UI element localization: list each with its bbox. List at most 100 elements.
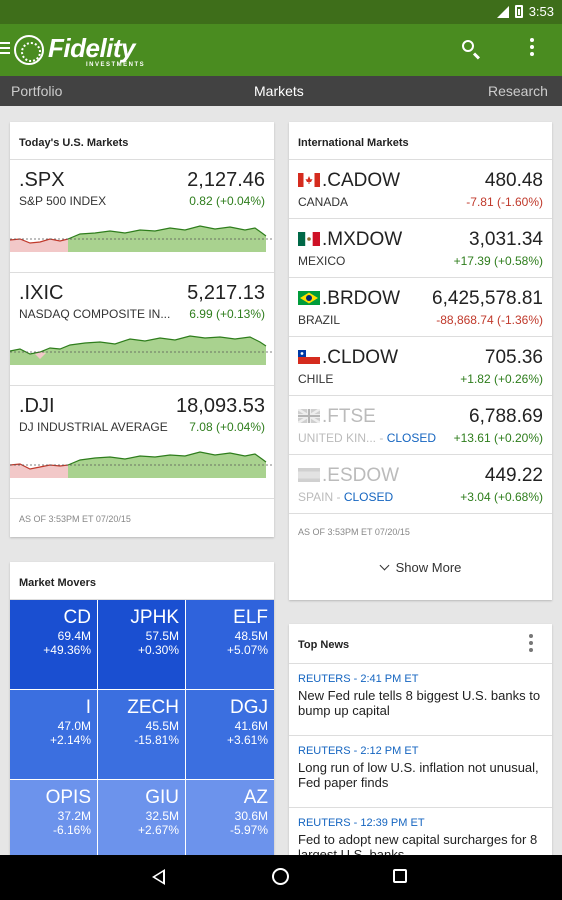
index-symbol: .CADOW bbox=[322, 170, 401, 191]
mexico-flag-icon bbox=[298, 232, 320, 246]
news-source: REUTERS - 2:41 PM ET bbox=[298, 673, 419, 685]
news-headline: Long run of low U.S. inflation not unusu… bbox=[298, 760, 539, 790]
mover-ticker: CD bbox=[63, 607, 91, 628]
mover-volume: 32.5M bbox=[145, 809, 179, 823]
back-icon[interactable] bbox=[152, 869, 165, 885]
us-market-row-dji[interactable]: .DJI 18,093.53 DJ INDUSTRIAL AVERAGE 7.0… bbox=[10, 386, 274, 499]
mover-change: +0.30% bbox=[137, 643, 179, 657]
index-price: 705.36 bbox=[484, 347, 543, 368]
sparkline-chart bbox=[10, 225, 274, 252]
mover-change: -5.97% bbox=[229, 823, 268, 837]
news-item[interactable]: REUTERS - 2:41 PM ET New Fed rule tells … bbox=[289, 664, 552, 736]
mover-tile[interactable]: ELF 48.5M +5.07% bbox=[186, 600, 274, 689]
top-news-card: Top News REUTERS - 2:41 PM ET New Fed ru… bbox=[289, 624, 552, 855]
mover-volume: 69.4M bbox=[57, 629, 91, 643]
status-bar: 3:53 bbox=[0, 0, 562, 24]
index-country: MEXICO bbox=[298, 254, 346, 268]
index-change: +3.04 (+0.68%) bbox=[460, 490, 543, 504]
mover-tile[interactable]: CD 69.4M +49.36% bbox=[10, 600, 97, 689]
tab-markets[interactable]: Markets bbox=[254, 83, 304, 99]
mover-change: -6.16% bbox=[52, 823, 91, 837]
us-market-row-spx[interactable]: .SPX 2,127.46 S&P 500 INDEX 0.82 (+0.04%… bbox=[10, 160, 274, 273]
mover-tile[interactable]: JPHK 57.5M +0.30% bbox=[98, 600, 185, 689]
spain-flag-icon bbox=[298, 468, 320, 482]
index-name: S&P 500 INDEX bbox=[19, 194, 107, 208]
intl-market-row-ftse[interactable]: .FTSE 6,788.69 UNITED KIN... - CLOSED +1… bbox=[289, 396, 552, 455]
mover-tile[interactable]: AZ 30.6M -5.97% bbox=[186, 780, 274, 855]
mover-tile[interactable]: I 47.0M +2.14% bbox=[10, 690, 97, 779]
us-markets-timestamp: AS OF 3:53PM ET 07/20/15 bbox=[19, 514, 131, 524]
index-price: 480.48 bbox=[484, 170, 543, 191]
index-symbol: .SPX bbox=[19, 169, 65, 191]
mover-ticker: AZ bbox=[243, 787, 268, 808]
index-country: BRAZIL bbox=[298, 313, 341, 327]
brazil-flag-icon bbox=[298, 291, 320, 305]
index-price: 6,788.69 bbox=[469, 406, 543, 427]
index-country: CHILE bbox=[298, 372, 334, 386]
tab-research[interactable]: Research bbox=[488, 83, 548, 99]
canada-flag-icon bbox=[298, 173, 320, 187]
news-item[interactable]: REUTERS - 12:39 PM ET Fed to adopt new c… bbox=[289, 808, 552, 855]
news-overflow-menu-icon[interactable] bbox=[528, 634, 534, 656]
intl-market-row-mxdow[interactable]: .MXDOW 3,031.34 MEXICO +17.39 (+0.58%) bbox=[289, 219, 552, 278]
market-closed-label: CLOSED bbox=[386, 431, 437, 445]
index-change: 7.08 (+0.04%) bbox=[189, 420, 265, 434]
show-more-button[interactable]: Show More bbox=[289, 560, 552, 575]
search-icon[interactable] bbox=[460, 38, 484, 62]
intl-market-row-cadow[interactable]: .CADOW 480.48 CANADA -7.81 (-1.60%) bbox=[289, 160, 552, 219]
sparkline-chart bbox=[10, 451, 274, 478]
tab-bar: Portfolio Markets Research bbox=[0, 76, 562, 106]
app-bar: Fidelity INVESTMENTS bbox=[0, 24, 562, 76]
index-change: +17.39 (+0.58%) bbox=[453, 254, 543, 268]
recent-apps-icon[interactable] bbox=[393, 869, 407, 883]
mover-tile[interactable]: OPIS 37.2M -6.16% bbox=[10, 780, 97, 855]
mover-change: -15.81% bbox=[134, 733, 179, 747]
index-change: 0.82 (+0.04%) bbox=[189, 194, 265, 208]
news-source: REUTERS - 12:39 PM ET bbox=[298, 817, 425, 829]
tab-portfolio[interactable]: Portfolio bbox=[11, 83, 63, 99]
intl-markets-title: International Markets bbox=[289, 122, 552, 160]
news-headline: New Fed rule tells 8 biggest U.S. banks … bbox=[298, 688, 541, 718]
separator: - bbox=[336, 490, 344, 504]
index-symbol: .FTSE bbox=[322, 406, 376, 427]
news-item[interactable]: REUTERS - 2:12 PM ET Long run of low U.S… bbox=[289, 736, 552, 808]
mover-tile[interactable]: ZECH 45.5M -15.81% bbox=[98, 690, 185, 779]
index-symbol: .DJI bbox=[19, 395, 55, 417]
index-change: -88,868.74 (-1.36%) bbox=[436, 313, 543, 327]
mover-ticker: DGJ bbox=[230, 697, 268, 718]
intl-market-row-brdow[interactable]: .BRDOW 6,425,578.81 BRAZIL -88,868.74 (-… bbox=[289, 278, 552, 337]
chile-flag-icon bbox=[298, 350, 320, 364]
us-markets-card: Today's U.S. Markets .SPX 2,127.46 S&P 5… bbox=[10, 122, 274, 537]
system-nav-bar bbox=[0, 855, 562, 900]
overflow-menu-icon[interactable] bbox=[526, 38, 538, 62]
intl-market-row-esdow[interactable]: .ESDOW 449.22 SPAIN - CLOSED +3.04 (+0.6… bbox=[289, 455, 552, 514]
menu-icon[interactable] bbox=[0, 42, 10, 56]
index-name: DJ INDUSTRIAL AVERAGE bbox=[19, 420, 168, 434]
brand-logo-subtext: INVESTMENTS bbox=[86, 62, 146, 68]
mover-tile[interactable]: DGJ 41.6M +3.61% bbox=[186, 690, 274, 779]
mover-tile[interactable]: GIU 32.5M +2.67% bbox=[98, 780, 185, 855]
intl-market-row-cldow[interactable]: .CLDOW 705.36 CHILE +1.82 (+0.26%) bbox=[289, 337, 552, 396]
us-market-row-ixic[interactable]: .IXIC 5,217.13 NASDAQ COMPOSITE IN... 6.… bbox=[10, 273, 274, 386]
chevron-down-icon bbox=[379, 560, 390, 571]
us-markets-title: Today's U.S. Markets bbox=[10, 122, 274, 160]
mover-change: +3.61% bbox=[226, 733, 268, 747]
index-country-status: SPAIN - CLOSED bbox=[298, 490, 393, 504]
index-price: 449.22 bbox=[484, 465, 543, 486]
mover-volume: 47.0M bbox=[57, 719, 91, 733]
index-symbol: .ESDOW bbox=[322, 465, 400, 486]
index-symbol: .MXDOW bbox=[322, 229, 403, 250]
status-time: 3:53 bbox=[528, 4, 554, 19]
signal-icon bbox=[496, 5, 509, 18]
index-change: 6.99 (+0.13%) bbox=[189, 307, 265, 321]
mover-ticker: GIU bbox=[145, 787, 179, 808]
fidelity-logo-icon bbox=[14, 35, 44, 65]
top-news-title: Top News bbox=[289, 624, 552, 664]
home-icon[interactable] bbox=[272, 868, 289, 885]
index-price: 2,127.46 bbox=[187, 169, 265, 191]
index-name: NASDAQ COMPOSITE IN... bbox=[19, 307, 171, 321]
mover-ticker: OPIS bbox=[45, 787, 91, 808]
mover-volume: 57.5M bbox=[145, 629, 179, 643]
mover-change: +5.07% bbox=[226, 643, 268, 657]
uk-flag-icon bbox=[298, 409, 320, 423]
